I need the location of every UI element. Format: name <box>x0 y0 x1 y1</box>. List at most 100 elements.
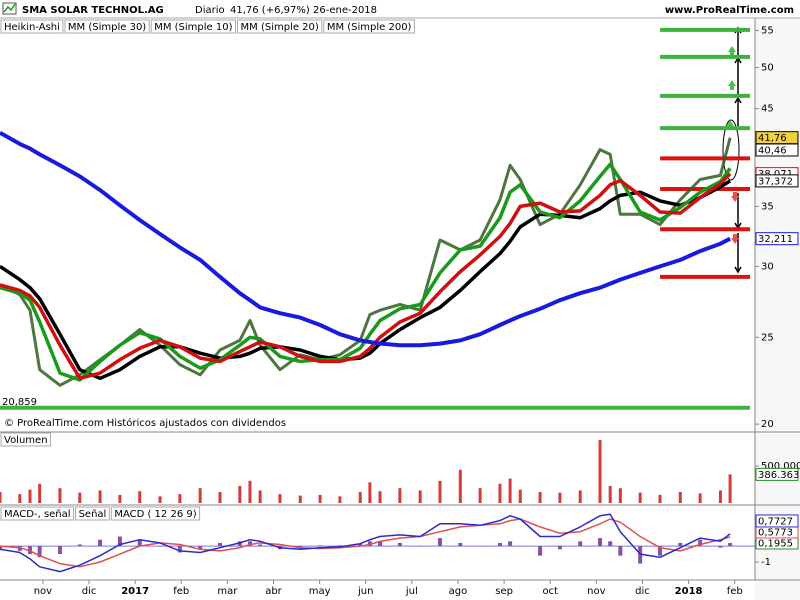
histogram-bar <box>27 546 32 555</box>
series-line <box>0 130 732 348</box>
volume-bar <box>368 482 372 503</box>
legend-label: Señal <box>79 509 107 520</box>
volume-bar <box>248 480 252 503</box>
histogram-bar <box>77 544 82 547</box>
volume-bar <box>458 469 462 503</box>
value-label: 0,1955 <box>755 536 799 550</box>
y-tick-label: -1 <box>761 557 771 568</box>
histogram-bar <box>217 542 222 547</box>
value-label-box <box>755 232 799 246</box>
volume-bar <box>478 488 482 503</box>
volume-bar <box>298 495 302 503</box>
histogram-bar <box>247 541 252 547</box>
histogram-bar <box>698 539 703 547</box>
x-tick-label: jul <box>405 586 418 597</box>
value-label-box <box>755 143 799 157</box>
histogram-bar <box>378 541 383 547</box>
legend-label: MM (Simple 30) <box>68 22 146 33</box>
x-tick-label: abr <box>265 586 282 597</box>
histogram-bar <box>557 546 562 550</box>
histogram-bar <box>358 543 363 547</box>
legend-label: Volumen <box>4 435 48 446</box>
histogram-bar <box>578 541 583 547</box>
volume-bar <box>198 488 202 503</box>
volume-bar <box>98 490 102 503</box>
x-tick-label: nov <box>587 586 605 597</box>
value-label-text: 37,372 <box>758 176 793 187</box>
date: 26-ene-2018 <box>313 5 377 16</box>
value-label-text: 32,211 <box>758 234 793 245</box>
x-tick-label: dic <box>82 586 97 597</box>
legend-box <box>75 506 110 521</box>
series-line <box>0 172 732 381</box>
value-label-box <box>755 174 799 188</box>
volume-bar <box>608 485 612 503</box>
histogram-bar <box>237 541 242 547</box>
histogram-bar <box>318 545 323 547</box>
value-label-text: 386.363 <box>758 470 799 481</box>
value-label-text: 0,5773 <box>758 527 793 538</box>
source: www.ProRealTime.com <box>665 5 794 16</box>
histogram-bar <box>638 546 643 564</box>
value-label: 37,372 <box>755 174 799 188</box>
y-tick-label: 20 <box>761 419 774 430</box>
value-label: 40,46 <box>755 143 799 157</box>
volume-bar <box>508 478 512 503</box>
histogram-bar <box>137 539 142 547</box>
volume-bar <box>378 491 382 503</box>
volume-bar <box>358 491 362 503</box>
x-tick-label: ago <box>449 586 468 597</box>
volume-bar <box>18 494 22 503</box>
legend-label: MACD ( 12 26 9) <box>114 509 196 520</box>
histogram-bar <box>117 536 122 547</box>
histogram-bar <box>298 546 303 548</box>
series-line <box>0 179 732 381</box>
x-tick-label: oct <box>542 586 558 597</box>
min-label: 20,859 <box>2 397 37 408</box>
y-tick-label: 50 <box>761 63 774 74</box>
histogram-bar <box>437 538 442 547</box>
histogram-bar <box>608 541 613 547</box>
volume-bar <box>258 490 262 503</box>
legend-box <box>0 506 75 521</box>
volume-bar <box>728 474 732 503</box>
volume-bar <box>678 491 682 503</box>
volume-bar <box>158 496 162 503</box>
period: Diario <box>195 5 225 16</box>
histogram-bar <box>418 546 423 547</box>
axis-area <box>755 18 800 600</box>
legend-box <box>64 19 150 34</box>
volume-bar <box>118 494 122 503</box>
volume-bar <box>618 488 622 503</box>
histogram-bar <box>337 545 342 547</box>
histogram-bar <box>657 546 662 556</box>
volume-bar <box>38 483 42 503</box>
histogram-bar <box>258 544 263 547</box>
value-label-box <box>755 514 799 528</box>
x-tick-label: may <box>309 586 331 597</box>
legend-box <box>323 19 415 34</box>
volume-bar <box>578 490 582 503</box>
volume-bar <box>238 485 242 503</box>
x-tick-label: 2017 <box>121 586 149 597</box>
volume-bar <box>418 490 422 503</box>
volume-bar <box>538 491 542 503</box>
title: SMA SOLAR TECHNOL.AG <box>22 5 164 16</box>
histogram-bar <box>458 542 463 547</box>
x-tick-label: mar <box>217 586 238 597</box>
y-tick-label: 30 <box>761 261 774 272</box>
value-label-text: 41,76 <box>758 133 787 144</box>
footer: © ProRealTime.com Históricos ajustados c… <box>4 417 286 429</box>
y-tick-label: 500.000 <box>761 461 800 472</box>
value-label-text: 0,7727 <box>758 516 793 527</box>
volume-bar <box>178 494 182 503</box>
histogram-bar <box>538 546 543 556</box>
value-label-text: 0,1955 <box>758 538 793 549</box>
volume-bar <box>0 491 2 503</box>
histogram-bar <box>367 541 372 547</box>
volume-bar <box>318 494 322 503</box>
app-icon[interactable] <box>2 2 17 15</box>
x-tick-label: dic <box>635 586 650 597</box>
legend-box <box>237 19 323 34</box>
